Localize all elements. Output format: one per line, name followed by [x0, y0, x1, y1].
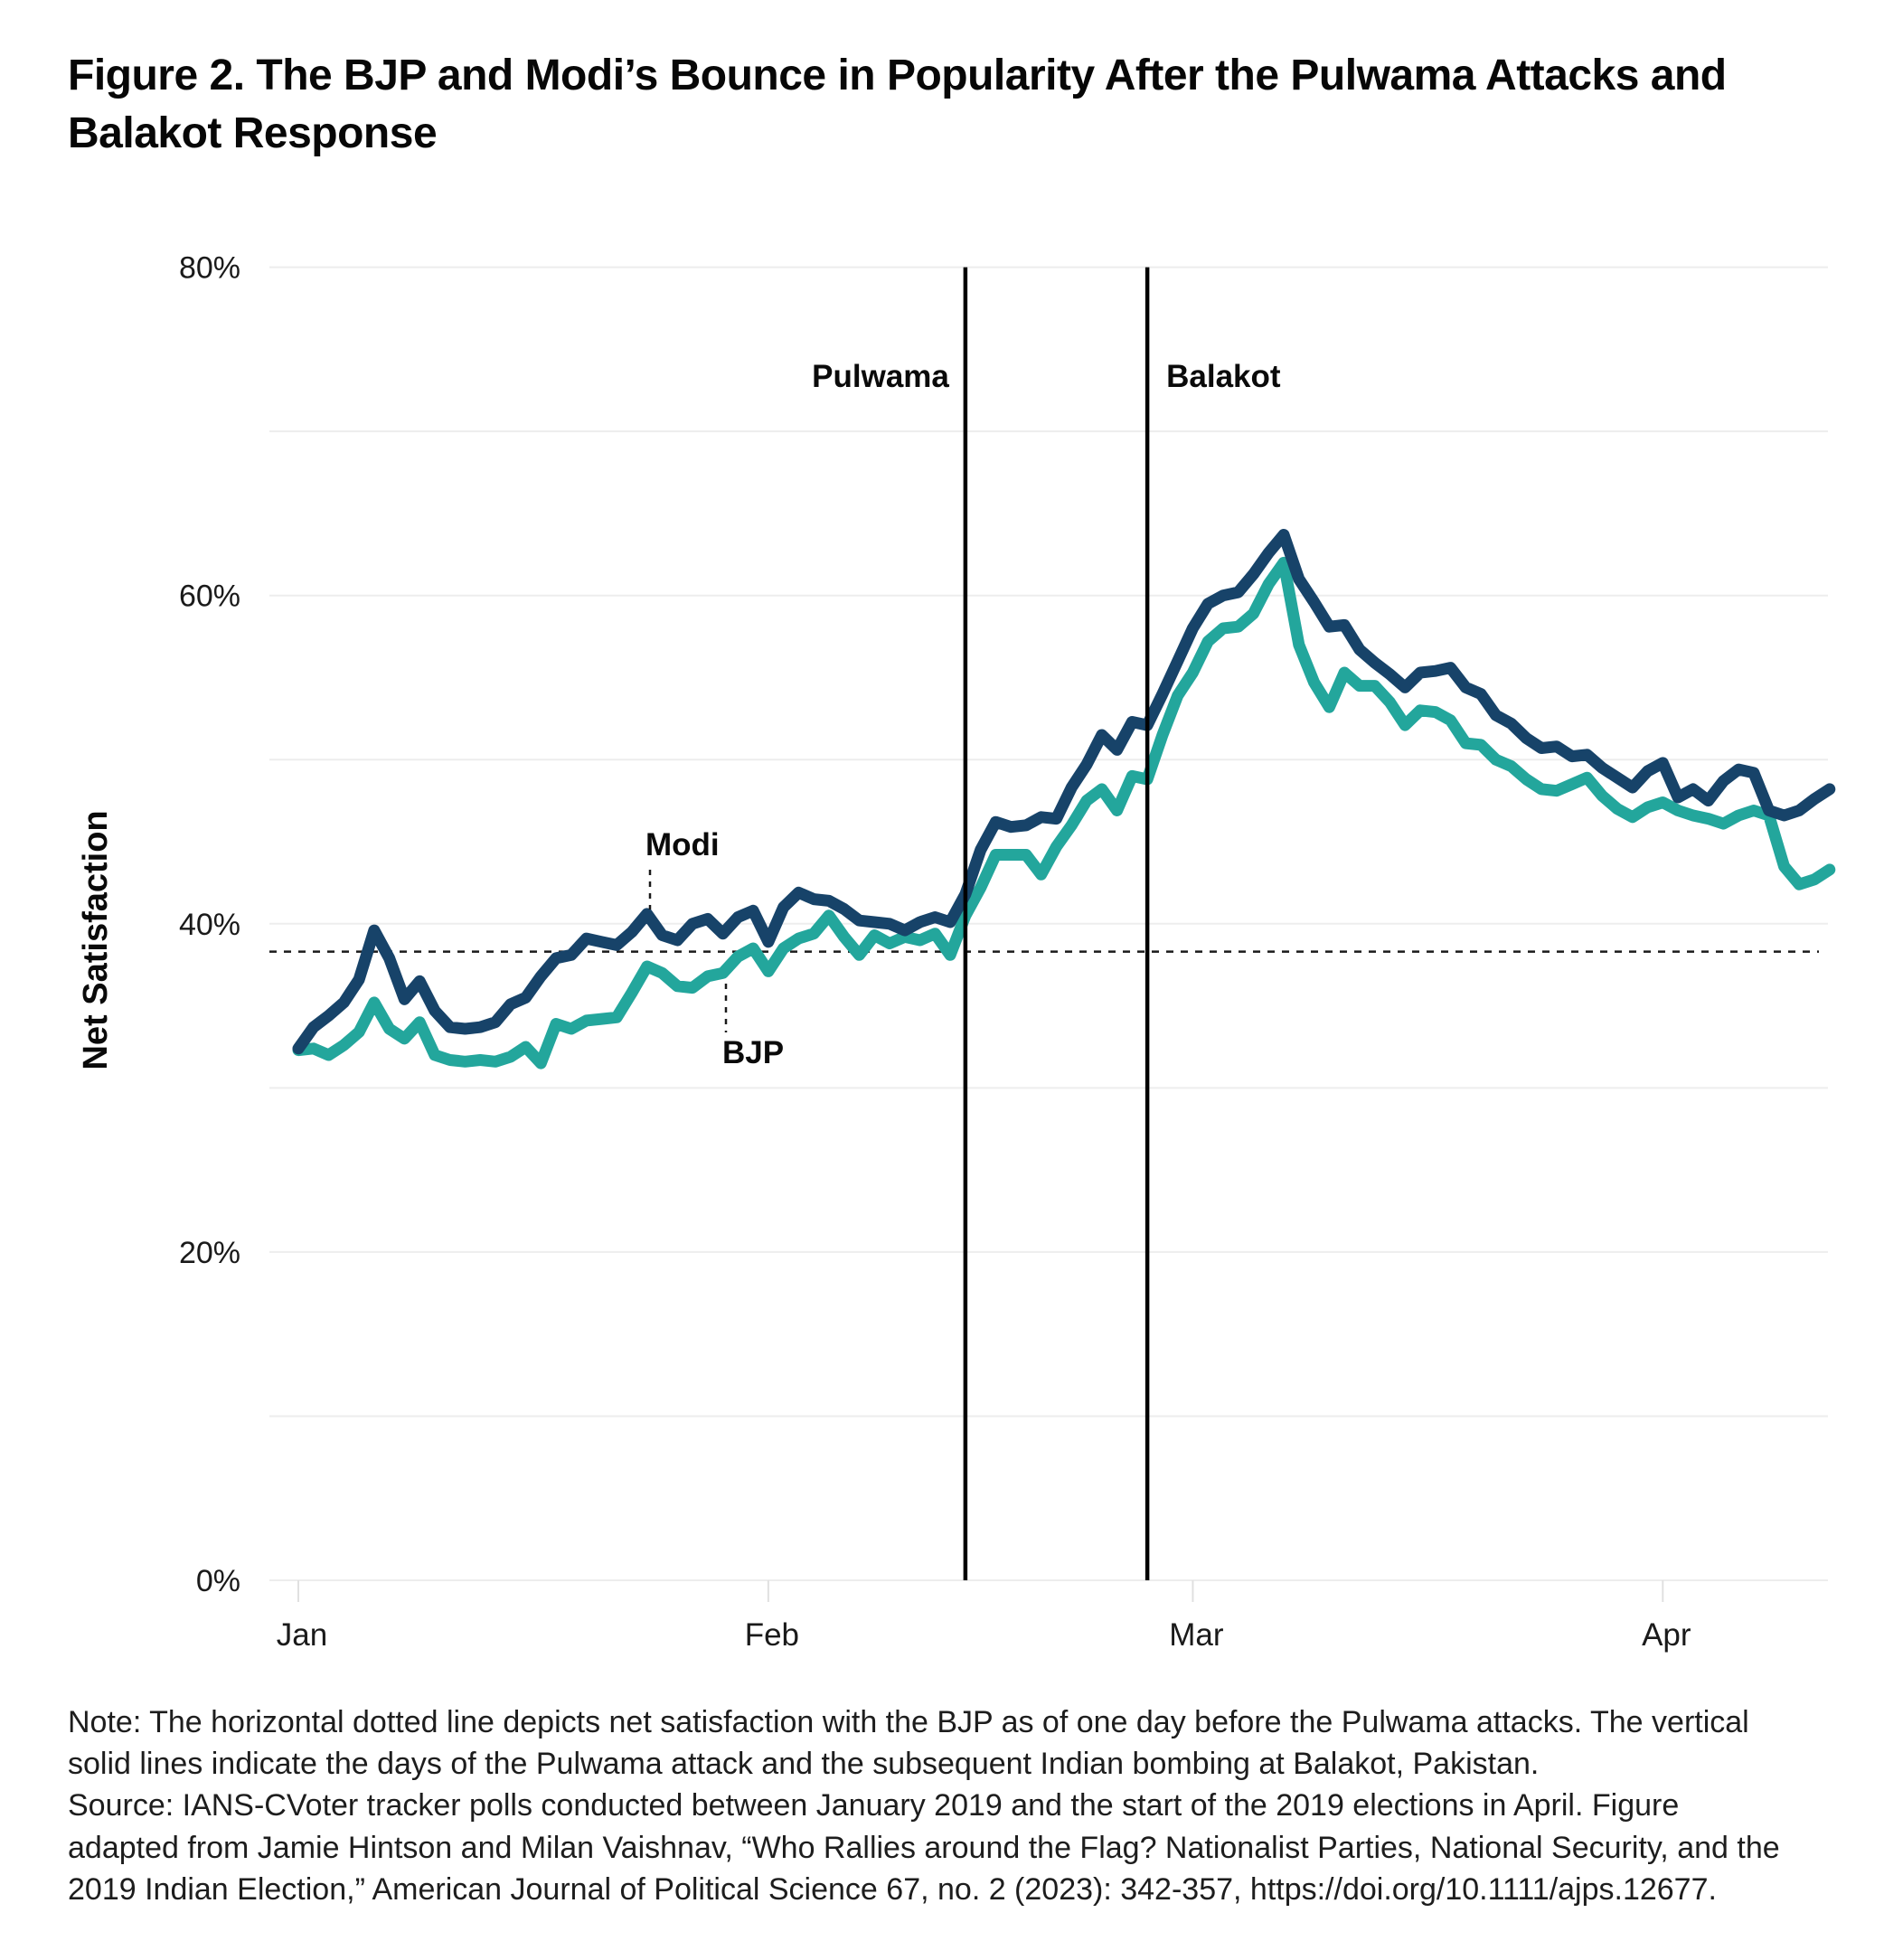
- y-axis-tick-labels: 0% 20% 40% 60% 80%: [179, 251, 240, 1598]
- y-tick-label-20: 20%: [179, 1236, 240, 1270]
- bjp-series-label: BJP: [722, 1035, 784, 1070]
- y-tick-label-0: 0%: [196, 1564, 240, 1598]
- note-text: Note: The horizontal dotted line depicts…: [68, 1705, 1749, 1782]
- chart-area: 0% 20% 40% 60% 80% Jan Feb Mar Apr Net Satisfac…: [0, 190, 1884, 1691]
- x-tick-label-Mar: Mar: [1169, 1617, 1224, 1653]
- y-axis-title: Net Satisfaction: [77, 810, 115, 1070]
- y-tick-label-40: 40%: [179, 908, 240, 942]
- modi-series-label: Modi: [645, 827, 720, 862]
- modi-line: [292, 529, 1836, 1055]
- line-chart: 0% 20% 40% 60% 80% Jan Feb Mar Apr Net Satisfac…: [77, 251, 1836, 1653]
- y-axis-label: Net Satisfaction: [77, 810, 115, 1070]
- data-series: [292, 529, 1836, 1070]
- source-text: Source: IANS-CVoter tracker polls conduc…: [68, 1788, 1780, 1907]
- event-lines: Pulwama Balakot: [812, 267, 1281, 1580]
- y-tick-label-60: 60%: [179, 580, 240, 614]
- x-tick-label-Apr: Apr: [1642, 1617, 1691, 1653]
- bjp-line: [292, 556, 1836, 1070]
- pulwama-label: Pulwama: [812, 359, 949, 394]
- x-axis-tick-labels: Jan Feb Mar Apr: [277, 1580, 1691, 1653]
- note-block: Note: The horizontal dotted line depicts…: [68, 1701, 1795, 1910]
- x-tick-label-Feb: Feb: [745, 1617, 799, 1653]
- gridlines: [269, 266, 1828, 1581]
- figure-title: Figure 2. The BJP and Modi’s Bounce in P…: [68, 52, 1727, 158]
- balakot-label: Balakot: [1166, 359, 1281, 394]
- x-tick-label-Jan: Jan: [277, 1617, 327, 1653]
- series-annotations: Modi BJP: [645, 827, 784, 1070]
- y-tick-label-80: 80%: [179, 251, 240, 286]
